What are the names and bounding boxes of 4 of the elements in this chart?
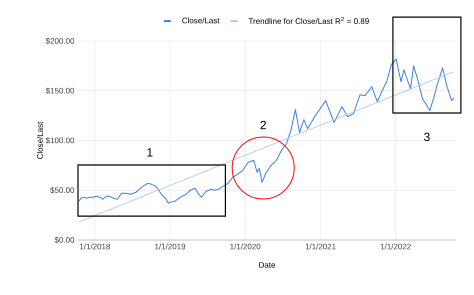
annotation: 1 <box>147 148 153 157</box>
annotation: 3 <box>424 132 430 142</box>
line-series <box>78 58 455 204</box>
annotation: 2 <box>260 120 266 130</box>
